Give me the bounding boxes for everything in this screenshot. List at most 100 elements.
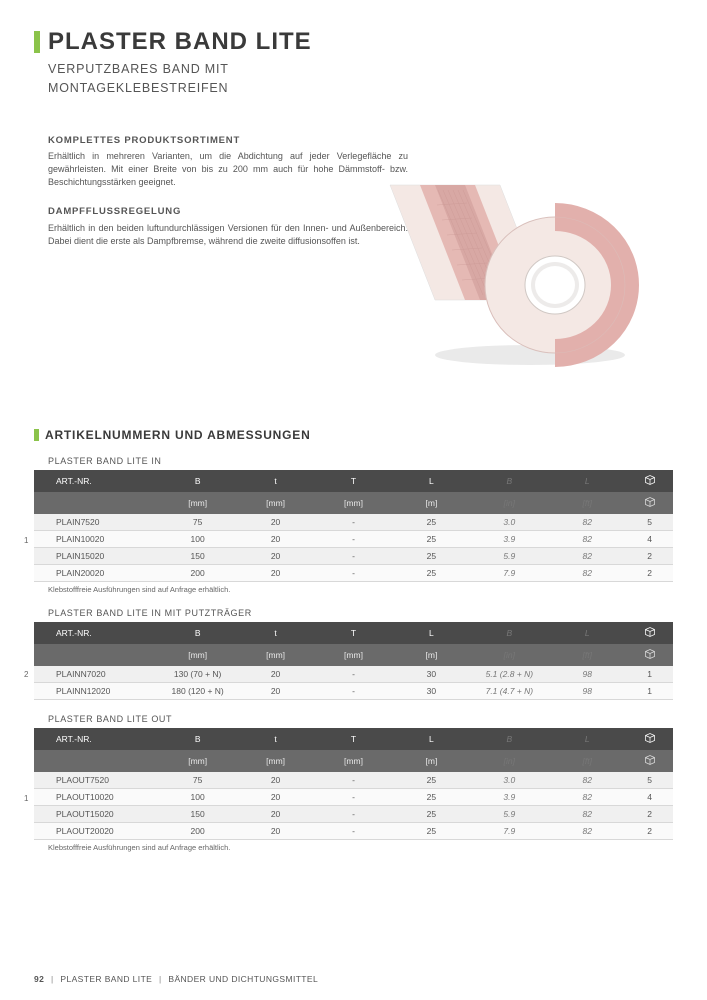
cell: 7.9: [470, 565, 548, 582]
col-header: [626, 622, 673, 644]
table-side-number: 1: [24, 794, 28, 803]
cell: 200: [159, 565, 237, 582]
cell: 3.9: [470, 789, 548, 806]
col-header: ART.-NR.: [34, 470, 159, 492]
table-title: PLASTER BAND LITE IN: [48, 456, 673, 466]
col-header: L: [392, 622, 470, 644]
cell: 20: [237, 806, 315, 823]
col-header: [626, 470, 673, 492]
cell: 5: [626, 772, 673, 789]
col-header: L: [548, 728, 626, 750]
data-table: ART.-NR.BtTLBL[mm][mm][mm][m][in][ft]PLA…: [34, 728, 673, 840]
cell: 25: [392, 823, 470, 840]
cell: 25: [392, 806, 470, 823]
cell: 2: [626, 565, 673, 582]
col-unit: [mm]: [159, 492, 237, 514]
cell: 20: [237, 514, 315, 531]
col-unit: [in]: [470, 750, 548, 772]
cell: -: [315, 514, 393, 531]
product-image: [380, 155, 640, 375]
cell: 1: [626, 683, 673, 700]
col-header: t: [237, 728, 315, 750]
col-header: L: [548, 622, 626, 644]
cell: 20: [237, 683, 315, 700]
table-row: PLAINN7020130 (70 + N)20-305.1 (2.8 + N)…: [34, 666, 673, 683]
cell: 20: [237, 823, 315, 840]
cell: 20: [237, 789, 315, 806]
cell: 20: [237, 772, 315, 789]
col-header: T: [315, 470, 393, 492]
cell: 25: [392, 548, 470, 565]
cell: 25: [392, 531, 470, 548]
table-title: PLASTER BAND LITE OUT: [48, 714, 673, 724]
cell: -: [315, 806, 393, 823]
cell: 20: [237, 666, 315, 683]
accent-bar-icon: [34, 429, 39, 441]
cell: PLAOUT7520: [34, 772, 159, 789]
col-unit: [in]: [470, 644, 548, 666]
col-unit: [mm]: [315, 492, 393, 514]
cell: PLAIN7520: [34, 514, 159, 531]
intro-para-2: Erhältlich in den beiden luftundurchläss…: [48, 222, 408, 248]
table-row: PLAIN1502015020-255.9822: [34, 548, 673, 565]
cell: 20: [237, 531, 315, 548]
cell: PLAINN12020: [34, 683, 159, 700]
data-table: ART.-NR.BtTLBL[mm][mm][mm][m][in][ft]PLA…: [34, 622, 673, 700]
page-footer: 92 | PLASTER BAND LITE | BÄNDER UND DICH…: [34, 974, 318, 984]
cell: 150: [159, 806, 237, 823]
cell: 82: [548, 806, 626, 823]
cell: -: [315, 666, 393, 683]
cell: 100: [159, 531, 237, 548]
col-unit: [m]: [392, 492, 470, 514]
table-row: PLAIN2002020020-257.9822: [34, 565, 673, 582]
cell: 2: [626, 806, 673, 823]
intro-heading-1: KOMPLETTES PRODUKTSORTIMENT: [48, 134, 408, 148]
cell: 7.9: [470, 823, 548, 840]
col-unit: [34, 750, 159, 772]
cell: 82: [548, 514, 626, 531]
cell: 98: [548, 683, 626, 700]
cell: 82: [548, 823, 626, 840]
accent-bar-icon: [34, 31, 40, 53]
cell: 25: [392, 514, 470, 531]
col-unit: [626, 644, 673, 666]
subtitle: VERPUTZBARES BAND MIT MONTAGEKLEBESTREIF…: [48, 60, 673, 98]
col-header: L: [392, 728, 470, 750]
cell: 5.1 (2.8 + N): [470, 666, 548, 683]
cell: 25: [392, 789, 470, 806]
cell: PLAOUT20020: [34, 823, 159, 840]
cell: 100: [159, 789, 237, 806]
col-header: ART.-NR.: [34, 622, 159, 644]
footer-crumb-1: PLASTER BAND LITE: [60, 974, 152, 984]
col-header: t: [237, 622, 315, 644]
col-header: L: [392, 470, 470, 492]
cell: 4: [626, 531, 673, 548]
table-side-number: 1: [24, 536, 28, 545]
cell: 98: [548, 666, 626, 683]
page-number: 92: [34, 974, 44, 984]
cell: 5.9: [470, 548, 548, 565]
cell: 75: [159, 772, 237, 789]
cell: PLAIN15020: [34, 548, 159, 565]
col-unit: [mm]: [159, 644, 237, 666]
cell: 5.9: [470, 806, 548, 823]
intro-heading-2: DAMPFFLUSSREGELUNG: [48, 205, 408, 219]
col-unit: [626, 750, 673, 772]
col-header: T: [315, 728, 393, 750]
title-text: PLASTER BAND LITE: [48, 28, 312, 56]
cell: 7.1 (4.7 + N): [470, 683, 548, 700]
col-unit: [mm]: [315, 644, 393, 666]
table-note: Klebstofffreie Ausführungen sind auf Anf…: [48, 843, 673, 852]
cell: 180 (120 + N): [159, 683, 237, 700]
cell: 5: [626, 514, 673, 531]
cell: -: [315, 789, 393, 806]
table-side-number: 2: [24, 670, 28, 679]
table-row: PLAOUT2002020020-257.9822: [34, 823, 673, 840]
cell: 25: [392, 772, 470, 789]
col-unit: [mm]: [237, 492, 315, 514]
footer-crumb-2: BÄNDER UND DICHTUNGSMITTEL: [168, 974, 318, 984]
cell: 150: [159, 548, 237, 565]
cell: -: [315, 823, 393, 840]
table-row: PLAIN1002010020-253.9824: [34, 531, 673, 548]
col-unit: [mm]: [315, 750, 393, 772]
